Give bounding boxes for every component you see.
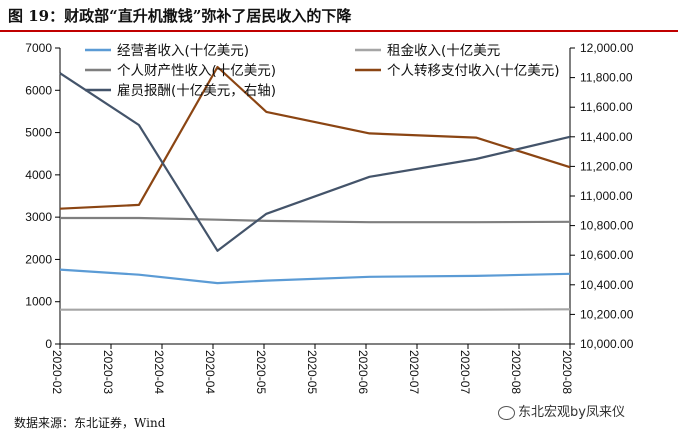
x-axis-tick-label: 2020-03: [101, 350, 115, 394]
legend-label: 个人转移支付收入(十亿美元): [387, 63, 560, 79]
legend-label: 租金收入(十亿美元: [387, 43, 500, 59]
wechat-icon: [498, 405, 515, 420]
left-axis-tick-label: 0: [45, 337, 52, 351]
source-note: 数据来源：东北证券，Wind: [14, 416, 166, 430]
left-axis-tick-label: 5000: [25, 126, 52, 140]
x-axis-tick-label: 2020-02: [50, 350, 64, 394]
left-axis-tick-label: 7000: [25, 41, 52, 55]
right-axis-tick-label: 11,400.00: [580, 130, 633, 144]
watermark: 东北宏观by凤来仪: [498, 401, 625, 420]
right-axis-tick-label: 11,200.00: [580, 159, 633, 173]
watermark-text: 东北宏观by凤来仪: [518, 405, 625, 420]
x-axis-tick-label: 2020-07: [407, 350, 421, 394]
left-axis-tick-label: 2000: [25, 252, 52, 266]
right-axis-tick-label: 11,000.00: [580, 189, 633, 203]
left-axis-tick-label: 6000: [25, 83, 52, 97]
x-axis-tick-label: 2020-05: [254, 350, 268, 394]
x-axis-tick-label: 2020-05: [305, 350, 319, 394]
legend-label: 雇员报酬(十亿美元，右轴): [117, 82, 276, 99]
x-axis-tick-label: 2020-04: [203, 350, 217, 394]
left-axis-tick-label: 1000: [25, 295, 52, 309]
series-line-5: [59, 72, 571, 252]
right-axis-tick-label: 10,800.00: [580, 219, 634, 233]
right-axis-tick-label: 11,800.00: [580, 71, 633, 85]
series-line-4: [59, 65, 571, 210]
series-line-3: [60, 216, 571, 224]
right-axis-tick-label: 12,000.00: [580, 41, 634, 55]
title-rule: [0, 30, 678, 32]
x-axis-tick-label: 2020-06: [356, 350, 370, 394]
legend-label: 经营者收入(十亿美元): [117, 43, 249, 59]
right-axis-tick-label: 10,400.00: [580, 278, 634, 292]
right-axis-tick-label: 10,600.00: [580, 248, 634, 262]
x-axis-tick-label: 2020-07: [458, 350, 472, 394]
x-axis-tick-label: 2020-04: [152, 350, 166, 394]
left-axis-tick-label: 4000: [25, 168, 52, 182]
figure-title: 图 19：财政部“直升机撒钱”弥补了居民收入的下降: [8, 7, 352, 25]
right-axis-tick-label: 10,000.00: [580, 337, 634, 351]
legend-label: 个人财产性收入(十亿美元): [117, 63, 276, 79]
x-axis-tick-label: 2020-08: [509, 350, 523, 394]
left-axis-tick-label: 3000: [25, 210, 52, 224]
right-axis-tick-label: 10,200.00: [580, 307, 634, 321]
series-line-1: [59, 268, 571, 285]
x-axis-tick-label: 2020-08: [560, 350, 574, 394]
right-axis-tick-label: 11,600.00: [580, 100, 633, 114]
